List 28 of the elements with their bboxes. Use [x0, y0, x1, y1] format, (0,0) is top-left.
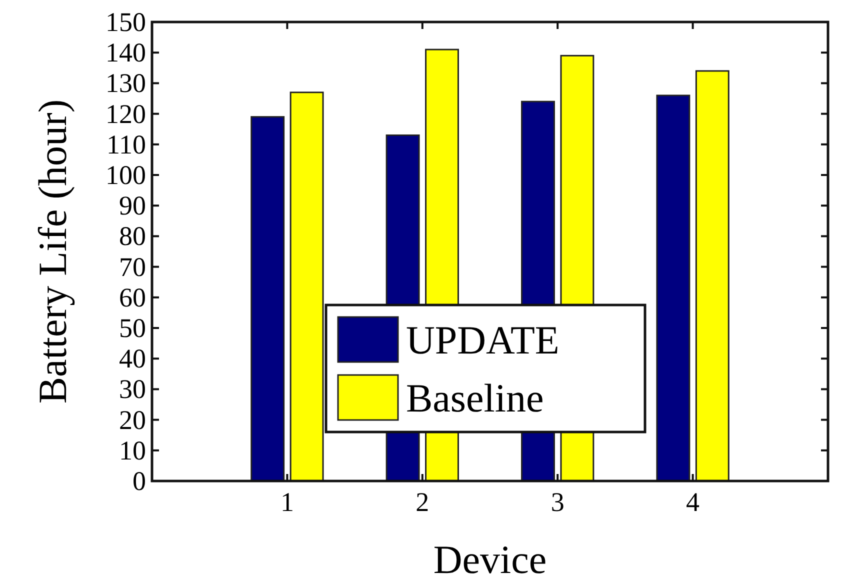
- legend-label: UPDATE: [406, 318, 560, 362]
- y-tick-label: 110: [106, 129, 146, 160]
- legend-label: Baseline: [406, 376, 544, 420]
- x-tick-label: 4: [686, 487, 700, 517]
- bar: [695, 70, 730, 482]
- y-axis-title: Battery Life (hour): [30, 99, 75, 404]
- y-tick-label: 80: [119, 221, 146, 252]
- y-tick-label: 150: [106, 7, 146, 37]
- y-tick-label: 70: [119, 252, 146, 282]
- y-tick-label: 40: [119, 344, 146, 374]
- y-tick-label: 100: [106, 160, 146, 190]
- x-tick-label: 3: [550, 487, 564, 517]
- y-tick-label: 120: [106, 98, 146, 129]
- y-tick-label: 60: [119, 282, 146, 312]
- bar: [250, 116, 285, 482]
- y-tick-label: 20: [119, 404, 146, 435]
- y-tick-label: 90: [119, 190, 146, 221]
- bar: [656, 94, 690, 482]
- x-tick-label: 1: [280, 487, 294, 517]
- y-tick-label: 50: [119, 313, 146, 343]
- x-axis-title: Device: [433, 537, 547, 582]
- y-tick-label: 30: [119, 374, 146, 404]
- bar: [290, 92, 324, 482]
- y-tick-label: 0: [132, 466, 146, 496]
- y-tick-label: 10: [119, 435, 146, 466]
- x-tick-label: 2: [416, 487, 430, 517]
- y-tick-label: 140: [106, 38, 146, 68]
- y-tick-label: 130: [106, 68, 146, 98]
